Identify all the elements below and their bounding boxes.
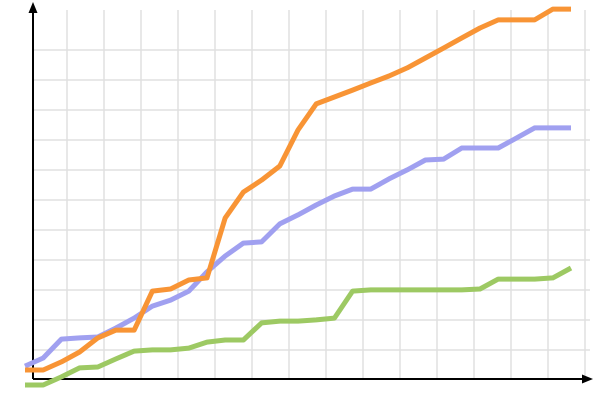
grid-lines — [33, 10, 590, 379]
green-series-line — [25, 265, 573, 388]
y-axis-arrow-icon — [28, 2, 38, 13]
x-axis-arrow-icon — [582, 374, 593, 384]
axes — [28, 2, 593, 384]
orange-series-line — [25, 6, 571, 373]
series-group — [23, 6, 573, 388]
purple-series-line — [23, 125, 571, 369]
